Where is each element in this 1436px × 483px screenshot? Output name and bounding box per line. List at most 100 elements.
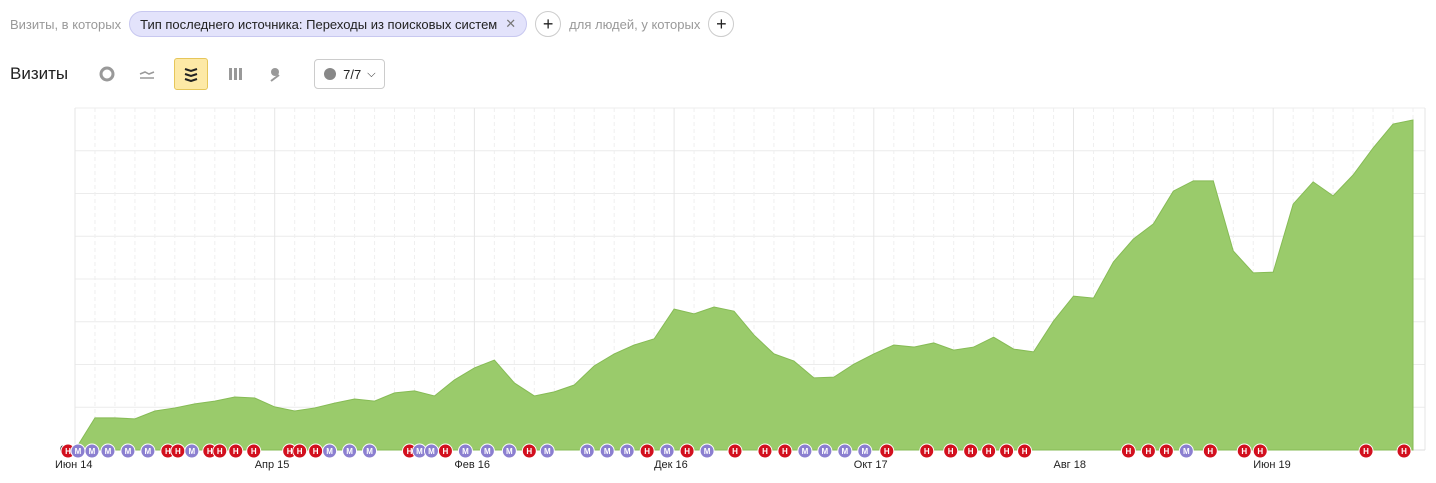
event-marker[interactable]: Н (943, 443, 959, 459)
event-marker[interactable]: Н (1017, 443, 1033, 459)
map-icon[interactable] (262, 59, 288, 89)
event-marker[interactable]: Н (999, 443, 1015, 459)
event-label: М (704, 447, 711, 456)
event-marker[interactable]: М (342, 443, 358, 459)
event-marker[interactable]: М (457, 443, 473, 459)
event-marker[interactable]: Н (212, 443, 228, 459)
event-dot (84, 443, 100, 459)
event-marker[interactable]: Н (1140, 443, 1156, 459)
event-marker[interactable]: Н (777, 443, 793, 459)
event-marker[interactable]: М (322, 443, 338, 459)
event-marker[interactable]: Н (727, 443, 743, 459)
event-marker[interactable]: М (837, 443, 853, 459)
event-marker[interactable]: М (599, 443, 615, 459)
event-marker[interactable]: М (423, 443, 439, 459)
event-marker[interactable]: Н (963, 443, 979, 459)
event-marker[interactable]: Н (879, 443, 895, 459)
event-marker[interactable]: М (699, 443, 715, 459)
filter-chip[interactable]: Тип последнего источника: Переходы из по… (129, 11, 528, 37)
event-dot (479, 443, 495, 459)
event-label: М (506, 447, 513, 456)
event-marker[interactable]: М (84, 443, 100, 459)
notes-count: 7/7 (343, 66, 362, 82)
x-tick-label: Фев 16 (454, 459, 490, 471)
add-button[interactable]: + (535, 11, 562, 37)
event-dot (579, 443, 595, 459)
event-dot (1252, 443, 1268, 459)
event-label: Н (1004, 447, 1010, 456)
event-marker[interactable]: М (479, 443, 495, 459)
x-tick-label: Апр 15 (255, 459, 290, 471)
event-label: М (664, 447, 671, 456)
event-marker[interactable]: М (100, 443, 116, 459)
event-marker[interactable]: Н (679, 443, 695, 459)
event-marker[interactable]: Н (757, 443, 773, 459)
event-label: Н (732, 447, 738, 456)
event-label: М (346, 447, 353, 456)
add-button[interactable]: + (708, 11, 735, 37)
event-marker[interactable]: М (70, 443, 86, 459)
event-marker[interactable]: М (539, 443, 555, 459)
event-marker[interactable]: М (857, 443, 873, 459)
event-marker[interactable]: Н (981, 443, 997, 459)
event-label: Н (217, 447, 223, 456)
event-label: М (624, 447, 631, 456)
event-marker[interactable]: М (579, 443, 595, 459)
event-label: Н (251, 447, 257, 456)
event-label: Н (1146, 447, 1152, 456)
event-label: Н (644, 447, 650, 456)
event-marker[interactable]: Н (639, 443, 655, 459)
event-marker[interactable]: М (140, 443, 156, 459)
event-marker[interactable]: Н (1252, 443, 1268, 459)
event-marker[interactable]: Н (437, 443, 453, 459)
event-dot (1120, 443, 1136, 459)
event-marker[interactable]: Н (919, 443, 935, 459)
event-dot (943, 443, 959, 459)
line-icon[interactable] (134, 59, 160, 89)
event-marker[interactable]: Н (1120, 443, 1136, 459)
event-marker[interactable]: Н (246, 443, 262, 459)
event-dot (817, 443, 833, 459)
event-marker[interactable]: М (362, 443, 378, 459)
event-marker[interactable]: М (501, 443, 517, 459)
event-label: М (842, 447, 849, 456)
chip-close[interactable]: ✕ (505, 16, 517, 31)
notes-dropdown[interactable]: 7/7 ⌵ (314, 59, 385, 89)
event-marker[interactable]: Н (292, 443, 308, 459)
event-marker[interactable]: Н (1202, 443, 1218, 459)
pie-icon[interactable] (94, 59, 120, 89)
event-marker[interactable]: Н (228, 443, 244, 459)
event-dot (1178, 443, 1194, 459)
event-dot (140, 443, 156, 459)
chip-text: Тип последнего источника: Переходы из по… (140, 16, 498, 32)
event-marker[interactable]: Н (170, 443, 186, 459)
event-marker[interactable]: Н (1236, 443, 1252, 459)
event-marker[interactable]: М (184, 443, 200, 459)
event-marker[interactable]: М (619, 443, 635, 459)
event-marker[interactable]: Н (1396, 443, 1412, 459)
chart-title: Визиты (10, 64, 69, 83)
event-marker[interactable]: М (120, 443, 136, 459)
event-marker[interactable]: М (797, 443, 813, 459)
event-dot (1396, 443, 1412, 459)
event-label: Н (233, 447, 239, 456)
event-marker[interactable]: М (1178, 443, 1194, 459)
event-dot (1140, 443, 1156, 459)
event-dot (322, 443, 338, 459)
event-label: М (188, 447, 195, 456)
event-marker[interactable]: М (659, 443, 675, 459)
bar-icon[interactable] (222, 59, 248, 89)
event-marker[interactable]: Н (308, 443, 324, 459)
event-label: М (584, 447, 591, 456)
area-icon[interactable] (174, 58, 209, 90)
event-label: Н (526, 447, 532, 456)
event-marker[interactable]: Н (521, 443, 537, 459)
event-marker[interactable]: М (817, 443, 833, 459)
event-label: М (802, 447, 809, 456)
event-dot (837, 443, 853, 459)
event-marker[interactable]: Н (1358, 443, 1374, 459)
event-label: Н (207, 447, 213, 456)
event-marker[interactable]: Н (1158, 443, 1174, 459)
event-dot (184, 443, 200, 459)
event-dot (292, 443, 308, 459)
